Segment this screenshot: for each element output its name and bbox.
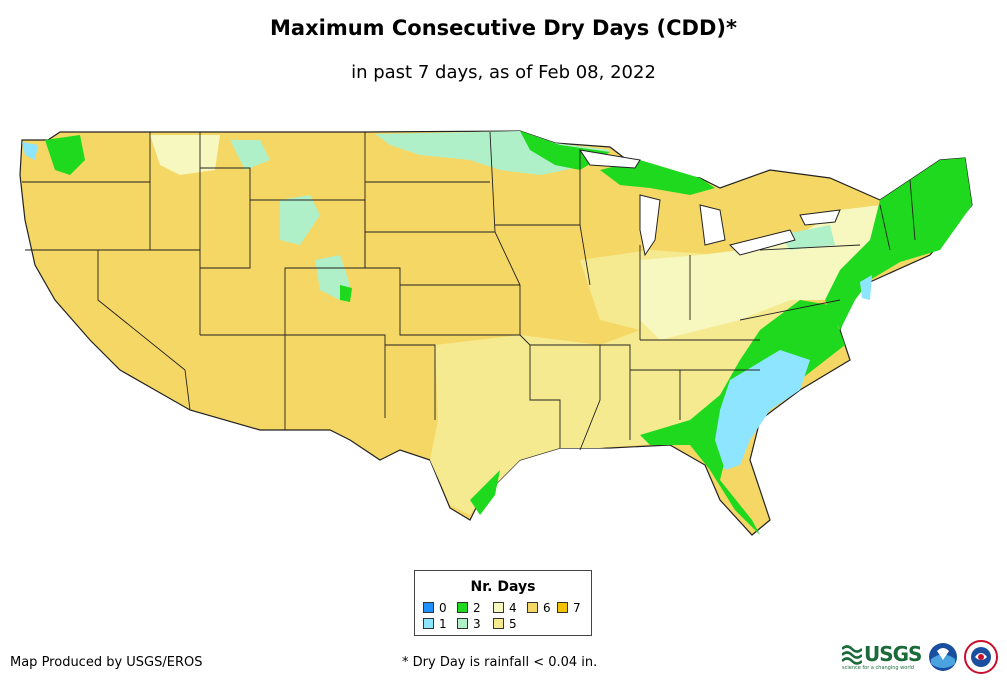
agency-logos: USGS science for a changing world [842, 640, 1002, 680]
great-lakes [578, 149, 841, 257]
legend-swatch-1 [423, 618, 434, 629]
legend-label-3: 3 [473, 617, 481, 631]
legend-swatch-5 [493, 618, 504, 629]
region-2-days-texas-coast [470, 470, 500, 515]
region-3-days-ohio [780, 225, 835, 250]
usgs-tagline: science for a changing world [842, 665, 914, 671]
legend-label-1: 1 [439, 617, 447, 631]
region-4-days-west [150, 135, 220, 175]
region-1-day-carolinas [715, 350, 810, 470]
region-2-days-michigan [600, 160, 715, 195]
region-3-days-wyoming [280, 195, 320, 245]
legend-swatch-4 [493, 602, 504, 613]
legend-swatch-6 [527, 602, 538, 613]
map-title: Maximum Consecutive Dry Days (CDD)* [270, 16, 737, 40]
legend-label-4: 4 [509, 601, 517, 615]
legend-swatch-2 [457, 602, 468, 613]
legend-label-7: 7 [573, 601, 581, 615]
legend: Nr. Days 0 1 2 3 4 5 6 7 [414, 570, 592, 636]
region-2-days-colorado [340, 285, 352, 302]
legend-swatch-7 [557, 602, 568, 613]
region-1-day-nj [860, 275, 872, 300]
nws-logo-icon [964, 640, 998, 674]
legend-swatch-0 [423, 602, 434, 613]
legend-label-0: 0 [439, 601, 447, 615]
region-3-days-montana [230, 140, 270, 170]
usgs-wave-icon [842, 645, 862, 665]
map-subtitle: in past 7 days, as of Feb 08, 2022 [351, 62, 656, 83]
dry-day-note: * Dry Day is rainfall < 0.04 in. [402, 655, 598, 670]
usgs-logo: USGS [864, 642, 922, 666]
region-1-day-washington [22, 142, 38, 160]
legend-swatch-3 [457, 618, 468, 629]
state-boundaries [22, 131, 916, 451]
legend-label-6: 6 [543, 601, 551, 615]
legend-label-2: 2 [473, 601, 481, 615]
noaa-logo-icon [929, 643, 957, 671]
region-2-days-washington [45, 135, 85, 175]
map-credit: Map Produced by USGS/EROS [10, 655, 203, 670]
legend-title: Nr. Days [470, 579, 536, 595]
legend-label-5: 5 [509, 617, 517, 631]
